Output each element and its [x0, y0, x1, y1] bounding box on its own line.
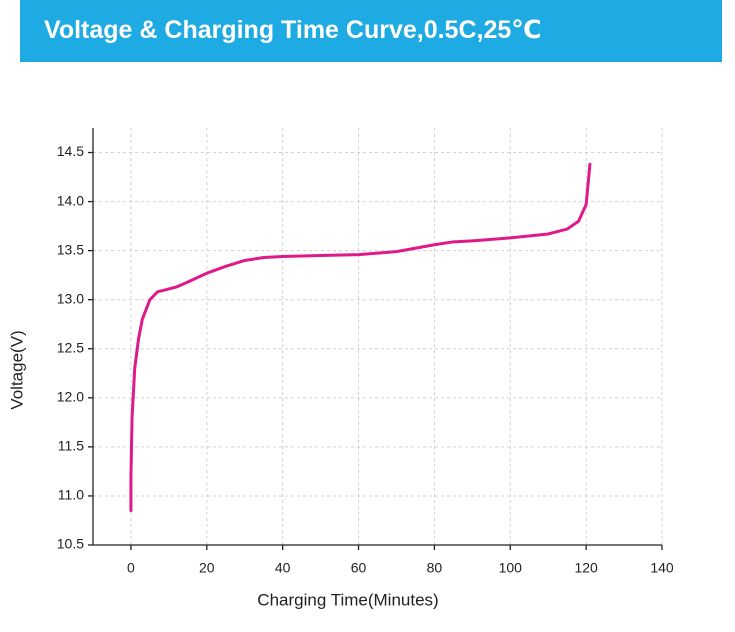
data-line	[129, 162, 592, 513]
y-tick-label: 12.5	[57, 339, 84, 355]
y-tick-label: 14.0	[57, 192, 84, 208]
x-tick-label: 100	[499, 560, 523, 576]
x-tick-label: 60	[351, 560, 367, 576]
x-tick-label: 20	[199, 560, 215, 576]
y-tick-label: 12.0	[57, 389, 84, 405]
x-tick-label: 140	[650, 560, 674, 576]
x-tick-label: 40	[275, 560, 291, 576]
y-tick-label: 13.0	[57, 290, 84, 306]
title-banner: Voltage & Charging Time Curve,0.5C,25℃	[20, 0, 722, 62]
y-axis-label: Voltage(V)	[7, 330, 26, 409]
chart-title: Voltage & Charging Time Curve,0.5C,25℃	[44, 16, 542, 44]
x-tick-label: 120	[574, 560, 598, 576]
y-tick-label: 11.5	[58, 438, 84, 454]
x-tick-label: 0	[127, 560, 135, 576]
y-tick-label: 13.5	[57, 241, 84, 257]
y-tick-label: 11.0	[58, 487, 84, 503]
y-tick-label: 10.5	[57, 536, 84, 552]
y-tick-label: 14.5	[57, 143, 84, 159]
x-tick-label: 80	[427, 560, 443, 576]
x-axis-label: Charging Time(Minutes)	[257, 590, 438, 609]
